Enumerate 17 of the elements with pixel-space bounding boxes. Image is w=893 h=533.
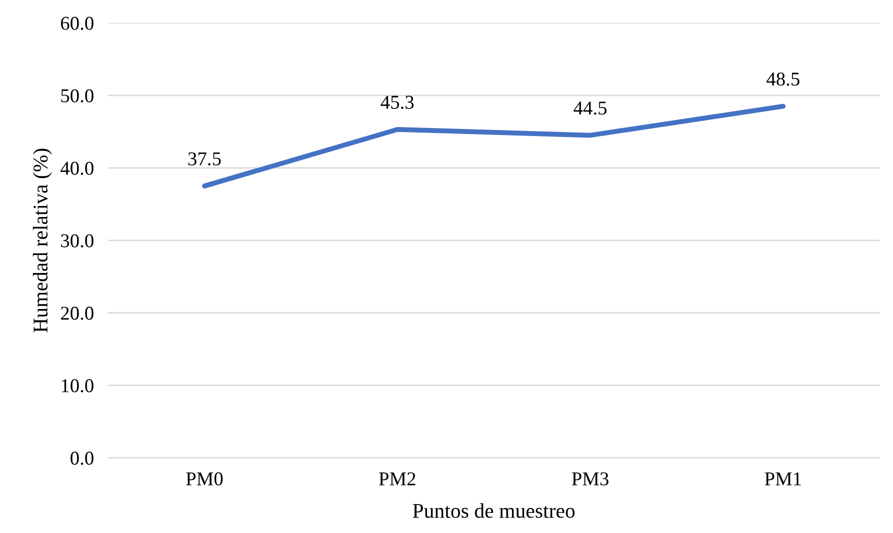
y-tick-label: 60.0: [60, 16, 94, 30]
y-tick-label: 20.0: [60, 306, 94, 320]
data-label: 44.5: [574, 102, 607, 115]
x-tick-label: PM3: [572, 472, 608, 486]
x-tick-label: PM0: [186, 472, 223, 486]
data-label: 48.5: [766, 72, 800, 86]
y-tick-label: 30.0: [61, 234, 94, 248]
data-label: 45.3: [380, 96, 414, 109]
data-label: 37.5: [188, 152, 221, 166]
y-tick-label: 50.0: [61, 89, 94, 102]
y-tick-label: 0.0: [70, 452, 94, 465]
y-axis-title: Humedad relativa (%): [32, 148, 52, 332]
x-tick-label: PM2: [379, 472, 416, 486]
y-tick-label: 10.0: [62, 379, 94, 392]
y-tick-label: 40.0: [60, 162, 94, 175]
x-axis-title: Puntos de muestreo: [412, 503, 575, 518]
x-tick-label: PM1: [764, 472, 801, 486]
